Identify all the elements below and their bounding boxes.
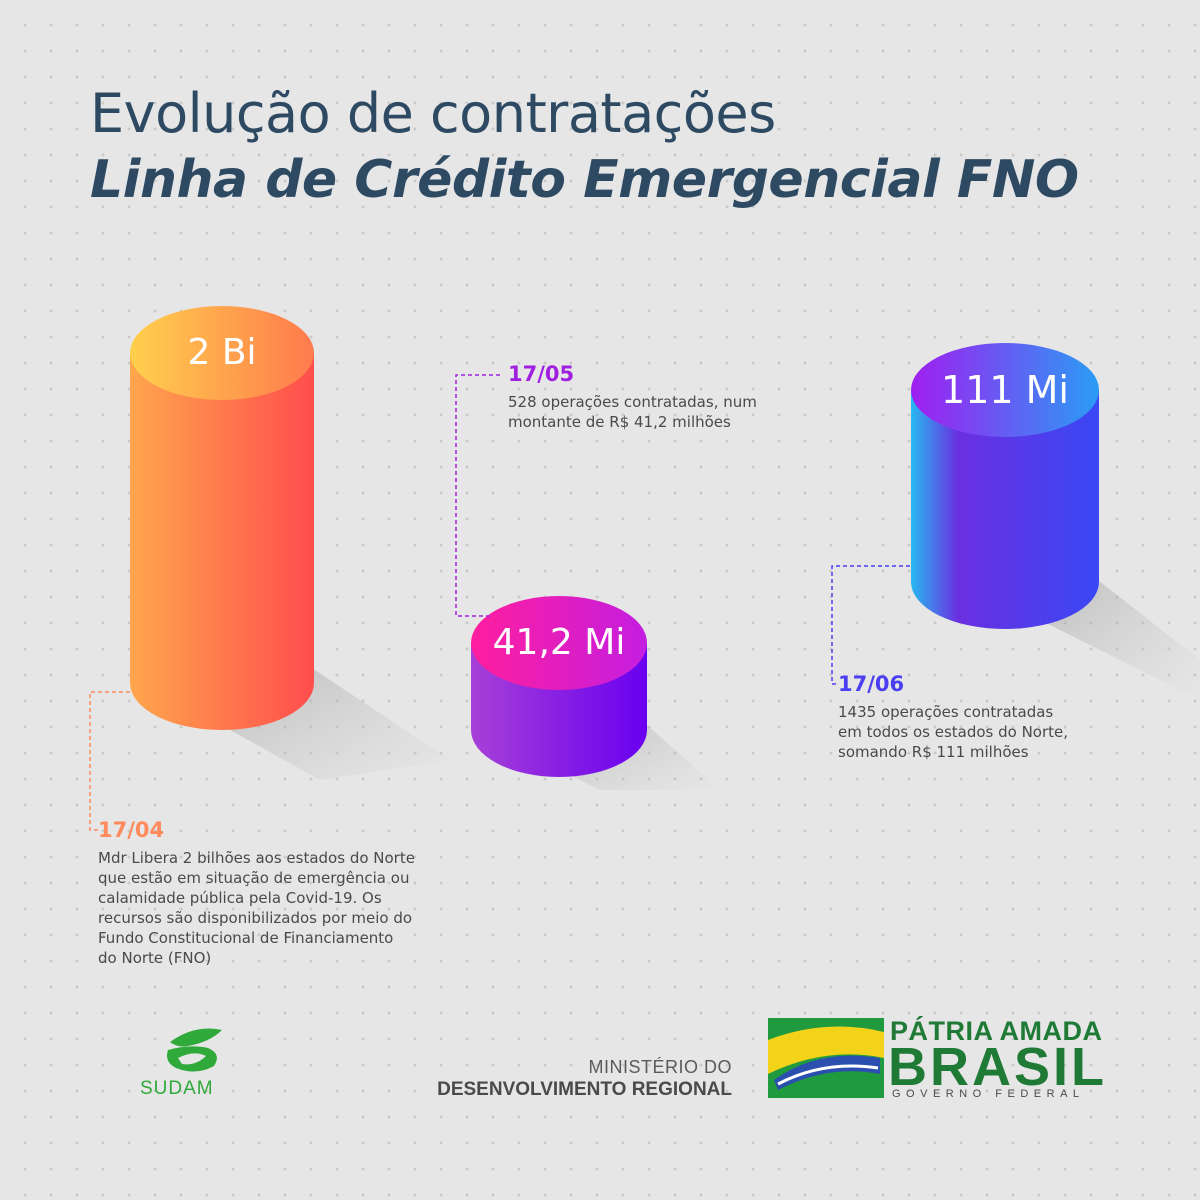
connector-17-05: [455, 374, 500, 617]
brasil-flag-logo-icon: [768, 1018, 884, 1098]
date-17-06: 17/06: [838, 672, 905, 696]
description-17-05: 528 operações contratadas, num montante …: [508, 392, 838, 432]
description-17-06: 1435 operações contratadas em todos os e…: [838, 702, 1168, 762]
description-line: Fundo Constitucional de Financiamento: [98, 929, 394, 947]
bar3-cylinder: [911, 343, 1099, 629]
description-line: em todos os estados do Norte,: [838, 723, 1069, 741]
description-line: montante de R$ 41,2 milhões: [508, 413, 731, 431]
connector-17-06: [831, 565, 910, 685]
description-line: do Norte (FNO): [98, 949, 212, 967]
description-line: Mdr Libera 2 bilhões aos estados do Nort…: [98, 849, 415, 867]
description-line: recursos são disponibilizados por meio d…: [98, 909, 413, 927]
ministry-line-1: MINISTÉRIO DO: [588, 1057, 732, 1077]
sudam-logo-icon: [167, 1028, 222, 1072]
bar1-value-label: 2 Bi: [187, 332, 257, 373]
cylinder-chart: [89, 306, 1200, 831]
bar2-value-label: 41,2 Mi: [492, 622, 626, 663]
description-line: somando R$ 111 milhões: [838, 743, 1029, 761]
date-17-04: 17/04: [98, 818, 165, 842]
title-line-2: Linha de Crédito Emergencial FNO: [90, 150, 1079, 210]
title-line-1: Evolução de contratações: [90, 82, 776, 145]
sudam-label: SUDAM: [140, 1078, 214, 1099]
brand-line-1: PÁTRIA AMADA: [890, 1016, 1103, 1046]
date-17-05: 17/05: [508, 362, 575, 386]
brand-line-2: BRASIL: [888, 1037, 1107, 1097]
bar2-cylinder: [471, 596, 647, 777]
description-line: que estão em situação de emergência ou: [98, 869, 410, 887]
bar1-cylinder: [130, 306, 314, 730]
description-line: calamidade pública pela Covid-19. Os: [98, 889, 382, 907]
description-17-04: Mdr Libera 2 bilhões aos estados do Nort…: [98, 848, 478, 968]
description-line: 528 operações contratadas, num: [508, 393, 757, 411]
brand-line-3: GOVERNO FEDERAL: [892, 1088, 1085, 1100]
description-line: 1435 operações contratadas: [838, 703, 1054, 721]
connector-17-04: [89, 691, 130, 831]
ministry-line-2: DESENVOLVIMENTO REGIONAL: [437, 1079, 732, 1100]
bar3-value-label: 111 Mi: [941, 368, 1069, 412]
